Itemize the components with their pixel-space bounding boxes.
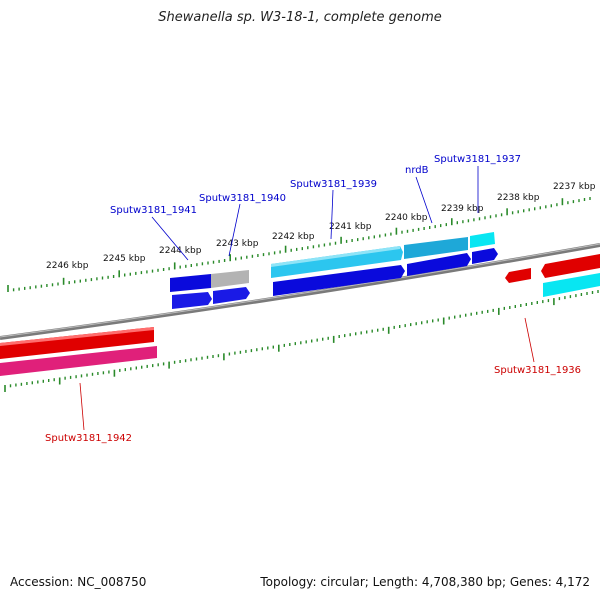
- scale-label: 2246 kbp: [46, 261, 89, 271]
- gene-label-nrdB[interactable]: nrdB: [405, 165, 429, 176]
- gene-1940-block[interactable]: [273, 265, 405, 296]
- label-leaders: [79, 166, 535, 431]
- scale-label: 2243 kbp: [216, 239, 259, 249]
- scale-label: 2241 kbp: [329, 222, 372, 232]
- gene-1942-red[interactable]: [0, 327, 154, 359]
- leader-1939: [330, 189, 334, 240]
- genome-backbone-highlight: [0, 243, 600, 338]
- scale-label: 2245 kbp: [103, 254, 146, 264]
- gene-arrow-a[interactable]: [172, 292, 212, 309]
- leader-1941: [151, 216, 189, 261]
- gene-label-1942[interactable]: Sputw3181_1942: [45, 433, 132, 444]
- leader-1936: [524, 317, 535, 363]
- page-title: Shewanella sp. W3-18-1, complete genome: [158, 10, 442, 25]
- gene-arrow-c[interactable]: [407, 253, 471, 276]
- gene-label-1940[interactable]: Sputw3181_1940: [199, 193, 286, 204]
- gene-1936-cyan[interactable]: [543, 273, 600, 297]
- genome-info-text: Topology: circular; Length: 4,708,380 bp…: [260, 575, 590, 589]
- gene-label-1939[interactable]: Sputw3181_1939: [290, 179, 377, 190]
- leader-1940: [228, 203, 241, 257]
- scale-label: 2237 kbp: [553, 182, 596, 192]
- scale-label: 2238 kbp: [497, 193, 540, 203]
- gene-1937-block[interactable]: [470, 232, 495, 248]
- reverse-genes: [0, 254, 600, 376]
- gene-arrow-d[interactable]: [472, 248, 498, 264]
- gene-label-1937[interactable]: Sputw3181_1937: [434, 154, 521, 165]
- gene-1936-red[interactable]: [541, 254, 600, 278]
- gene-nrdB-block[interactable]: [404, 237, 468, 259]
- accession-text: Accession: NC_008750: [10, 575, 147, 589]
- gene-1941-block[interactable]: [170, 274, 211, 292]
- gene-arrow-b[interactable]: [213, 287, 250, 304]
- leader-1942: [79, 382, 85, 431]
- gene-1939-shade: [271, 246, 400, 267]
- scale-label: 2242 kbp: [272, 232, 315, 242]
- inner-scale-ruler: [4, 290, 599, 392]
- forward-genes: [170, 232, 498, 309]
- scale-label: 2240 kbp: [385, 213, 428, 223]
- gene-1939-block[interactable]: [271, 246, 403, 278]
- gene-label-1936[interactable]: Sputw3181_1936: [494, 365, 581, 376]
- scale-label: 2239 kbp: [441, 204, 484, 214]
- outer-scale-ruler: [7, 197, 591, 292]
- genome-backbone: [0, 243, 600, 340]
- gene-1941-grey: [211, 270, 249, 288]
- gene-1942-red-shade: [0, 327, 154, 346]
- gene-label-1941[interactable]: Sputw3181_1941: [110, 205, 197, 216]
- gene-1936-small[interactable]: [505, 268, 531, 283]
- leader-nrdB: [415, 176, 433, 224]
- gene-1942-magenta[interactable]: [0, 346, 157, 376]
